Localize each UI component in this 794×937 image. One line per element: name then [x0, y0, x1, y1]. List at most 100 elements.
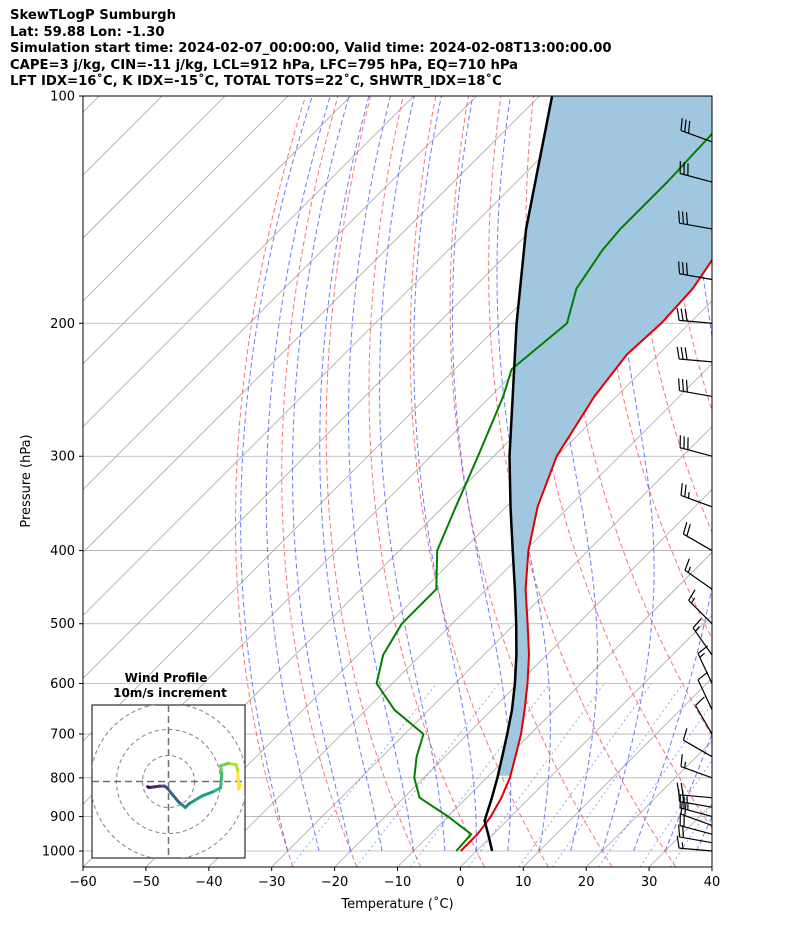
barb-staff: [679, 800, 713, 808]
isotherm-line: [460, 614, 712, 867]
isotherm-line: [334, 489, 712, 867]
mixing-ratio-line: [551, 683, 684, 867]
x-tick-label: 40: [704, 875, 721, 890]
moist-adiabat-line: [728, 96, 794, 851]
barb-flag: [678, 261, 681, 274]
y-tick-label: 700: [50, 728, 75, 743]
wind-barb: [688, 589, 713, 625]
isotherm-line: [83, 96, 540, 554]
barb-staff: [683, 533, 713, 552]
x-tick-label: −40: [195, 875, 222, 890]
moist-adiabat-line: [451, 96, 512, 852]
moist-adiabat-line: [265, 96, 331, 852]
dry-adiabat-line: [596, 96, 712, 640]
x-tick-label: −20: [321, 875, 348, 890]
barb-flag: [678, 210, 681, 224]
wind-barb: [680, 118, 713, 143]
x-tick-label: −60: [69, 875, 96, 890]
station-location: Lat: 59.88 Lon: -1.30: [10, 24, 165, 40]
barb-flag: [688, 589, 696, 601]
x-tick-label: 10: [515, 875, 532, 890]
barb-flag: [680, 347, 684, 360]
barb-staff: [679, 836, 713, 844]
wind-barb: [692, 618, 713, 656]
wind-barb: [679, 435, 713, 457]
barb-flag: [680, 483, 683, 496]
wind-barb: [678, 378, 713, 398]
barb-staff: [680, 129, 713, 143]
wind-barbs: [676, 118, 713, 852]
x-tick-label: −50: [132, 875, 159, 890]
barb-half-flag: [687, 566, 692, 573]
moist-adiabat-line: [633, 96, 712, 852]
hodograph: Wind Profile 10m/s increment: [91, 671, 246, 859]
x-tick-label: 0: [456, 875, 464, 890]
moist-adiabat-line: [348, 96, 414, 852]
barb-flag: [676, 346, 680, 360]
barb-staff: [692, 627, 713, 656]
isotherm-line: [83, 96, 100, 113]
mixing-ratio-line: [639, 759, 712, 867]
isotherm-line: [83, 96, 414, 428]
dry-adiabat-line: [409, 96, 549, 867]
barb-staff: [679, 273, 713, 281]
isotherm-line: [208, 363, 712, 867]
dry-adiabat-line: [663, 96, 712, 412]
barb-half-flag: [694, 626, 700, 632]
isotherm-line: [271, 426, 712, 867]
wind-barb: [682, 521, 713, 552]
mixing-ratio-line: [290, 683, 438, 867]
y-tick-label: 800: [50, 771, 75, 786]
y-tick-label: 400: [50, 544, 75, 559]
barb-flag: [678, 824, 681, 838]
isotherm-line: [523, 677, 712, 867]
moist-adiabat-line: [240, 96, 313, 852]
barb-half-flag: [690, 597, 696, 604]
station-title: SkewTLogP Sumburgh: [10, 8, 176, 23]
hodograph-segment: [146, 785, 151, 789]
barb-staff: [697, 679, 713, 711]
mixing-ratio-line: [355, 683, 500, 867]
y-axis-label: Pressure (hPa): [19, 434, 34, 527]
barb-flag: [685, 212, 688, 225]
profile-lines: [375, 96, 712, 852]
barb-flag: [676, 782, 680, 795]
hodograph-segment: [200, 790, 215, 798]
stability-indices-2: LFT IDX=16˚C, K IDX=-15˚C, TOTAL TOTS=22…: [10, 74, 502, 89]
barb-flag: [684, 308, 688, 322]
barb-flag: [678, 378, 681, 391]
isotherm-line: [83, 96, 352, 365]
moist-adiabat-line: [379, 96, 446, 852]
wind-barb: [682, 728, 713, 758]
dry-adiabat-line: [281, 96, 358, 867]
y-tick-label: 1000: [42, 845, 75, 860]
wind-barb: [676, 308, 713, 324]
barb-staff: [688, 599, 713, 625]
mixing-ratio-line: [518, 683, 652, 867]
isotherm-line: [83, 96, 226, 239]
wind-barb: [680, 483, 713, 508]
isotherm-line: [83, 96, 603, 616]
isobar-grid: [83, 96, 712, 852]
barb-flag: [695, 696, 705, 706]
barb-flag: [682, 521, 688, 535]
barb-staff: [679, 447, 713, 457]
barb-half-flag: [687, 492, 690, 499]
barb-staff: [679, 319, 713, 324]
hodograph-segment: [219, 772, 224, 790]
barb-staff: [684, 569, 713, 590]
barb-staff: [680, 494, 713, 508]
mixing-ratio-lines: [290, 683, 712, 867]
wind-barb: [678, 824, 713, 844]
moist-adiabat-line: [413, 96, 477, 851]
cape-area: [497, 96, 712, 776]
temperature-line: [459, 258, 712, 852]
y-tick-label: 200: [50, 317, 75, 332]
barb-flag: [692, 618, 702, 629]
x-tick-label: −30: [258, 875, 285, 890]
barb-staff: [694, 705, 713, 735]
hodograph-title: Wind Profile: [125, 671, 208, 685]
barb-staff: [683, 739, 713, 758]
